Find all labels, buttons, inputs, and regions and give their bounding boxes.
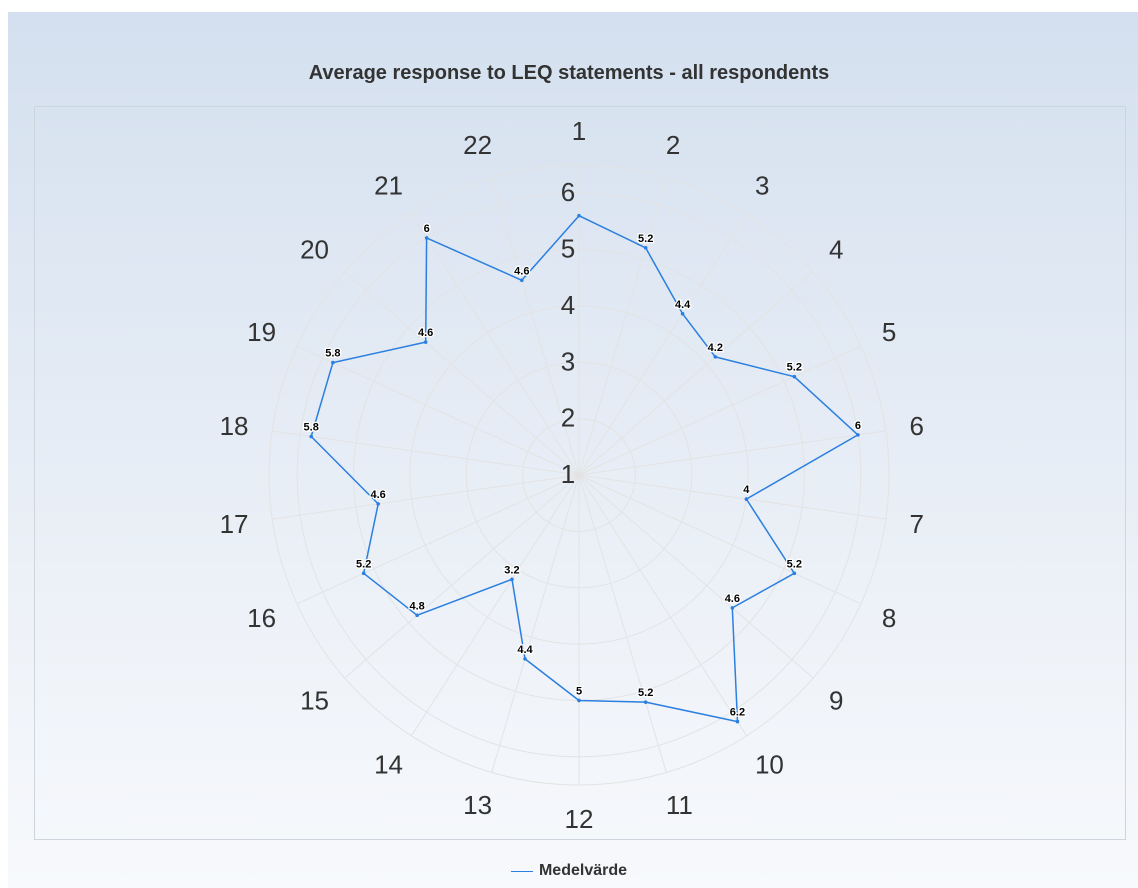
data-point — [309, 434, 314, 439]
grid-spoke — [410, 474, 580, 737]
grid-spoke — [344, 271, 580, 476]
category-label: 19 — [247, 317, 276, 347]
grid-spoke — [578, 474, 862, 605]
data-point — [523, 657, 527, 661]
data-point — [792, 571, 797, 576]
radial-tick-label: 3 — [561, 346, 575, 376]
category-label: 7 — [909, 509, 923, 539]
radial-tick-label: 2 — [561, 403, 575, 433]
chart-title: Average response to LEQ statements - all… — [308, 62, 830, 84]
data-label: 5.2 — [638, 687, 653, 699]
data-label: 4.4 — [675, 299, 691, 311]
grid-spoke — [578, 345, 862, 476]
data-point — [424, 236, 429, 240]
legend-line-swatch — [510, 870, 533, 872]
data-point — [744, 497, 749, 501]
data-point — [510, 577, 514, 582]
grid-spoke — [296, 345, 580, 476]
radial-tick-label: 6 — [561, 177, 575, 207]
data-label: 4.6 — [418, 327, 433, 339]
data-label: 4.4 — [517, 644, 533, 656]
data-point — [520, 278, 524, 283]
grid-spoke — [491, 474, 580, 773]
radial-tick-label: 5 — [561, 234, 575, 264]
category-label: 1 — [572, 116, 586, 146]
data-point — [415, 613, 419, 618]
grid-spoke — [578, 474, 748, 737]
data-label: 6.2 — [730, 707, 745, 719]
category-label: 13 — [463, 790, 492, 820]
category-label: 2 — [666, 130, 680, 160]
category-label: 12 — [565, 804, 594, 834]
grid-spoke — [578, 430, 886, 476]
data-label: 5.8 — [304, 421, 319, 433]
data-label: 4.6 — [725, 593, 740, 605]
category-label: 8 — [882, 603, 896, 633]
category-label: 5 — [882, 317, 896, 347]
data-label: 5.2 — [787, 362, 802, 374]
data-label: 5 — [576, 685, 582, 697]
data-point — [792, 374, 797, 379]
data-label: 4.6 — [371, 489, 386, 501]
data-label: 5.2 — [638, 233, 653, 245]
grid-spoke — [578, 213, 748, 476]
category-label: 11 — [666, 790, 693, 820]
grid-spoke — [272, 474, 580, 520]
data-label: 4.6 — [514, 265, 529, 277]
data-point — [856, 433, 860, 437]
data-label: 4.2 — [708, 342, 723, 354]
radial-tick-label: 4 — [561, 290, 575, 320]
data-point — [735, 719, 740, 724]
grid-spoke — [578, 474, 886, 520]
data-point — [376, 502, 380, 506]
category-label: 9 — [829, 685, 843, 715]
grid-spoke — [578, 474, 814, 679]
data-label: 6 — [424, 223, 430, 235]
chart-background — [8, 12, 1138, 888]
category-label: 4 — [829, 235, 843, 265]
data-point — [643, 246, 648, 250]
category-label: 3 — [755, 171, 769, 201]
category-label: 21 — [374, 171, 403, 201]
category-label: 20 — [300, 235, 329, 265]
legend-label[interactable]: Medelvärde — [538, 862, 628, 879]
category-label: 10 — [755, 749, 784, 779]
data-point — [423, 340, 428, 344]
data-point — [713, 355, 718, 359]
data-point — [730, 606, 735, 610]
grid-spoke — [272, 430, 580, 476]
category-label: 14 — [374, 749, 403, 779]
category-label: 6 — [909, 411, 923, 441]
data-label: 6 — [855, 420, 861, 432]
plot-frame — [34, 106, 1126, 840]
category-label: 16 — [247, 603, 276, 633]
data-label: 4.8 — [409, 600, 424, 612]
data-label: 5.2 — [356, 558, 371, 570]
category-label: 18 — [220, 411, 249, 441]
grid-spoke — [578, 474, 667, 773]
data-label: 3.2 — [504, 564, 519, 576]
data-label: 5.2 — [787, 558, 802, 570]
category-label: 15 — [300, 685, 329, 715]
data-point — [680, 311, 685, 316]
grid-spoke — [491, 177, 580, 476]
legend[interactable]: Medelvärde — [0, 862, 1138, 880]
data-point — [577, 213, 581, 218]
grid-spoke — [410, 213, 580, 476]
data-label: 5.8 — [325, 348, 340, 360]
grid-spoke — [578, 177, 667, 476]
grid-spoke — [578, 271, 814, 476]
radial-tick-label: 1 — [561, 459, 575, 489]
data-point — [331, 360, 335, 365]
data-point — [643, 700, 648, 704]
data-point — [577, 698, 581, 703]
grid-spoke — [296, 474, 580, 605]
data-label: 4 — [743, 484, 750, 496]
data-point — [361, 571, 366, 576]
category-label: 17 — [220, 509, 249, 539]
grid-spoke — [344, 474, 580, 679]
category-label: 22 — [463, 130, 492, 160]
